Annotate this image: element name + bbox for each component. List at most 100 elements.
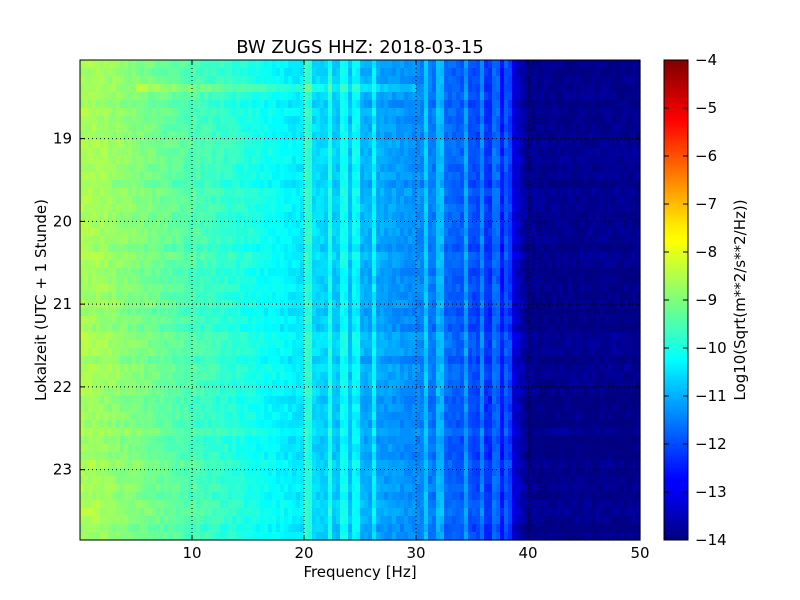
- heatmap-cell: [336, 300, 341, 309]
- heatmap-cell: [456, 156, 461, 165]
- heatmap-cell: [240, 68, 245, 77]
- heatmap-cell: [584, 132, 589, 141]
- heatmap-cell: [384, 116, 389, 125]
- heatmap-cell: [460, 204, 465, 213]
- heatmap-cell: [532, 116, 537, 125]
- heatmap-cell: [452, 108, 457, 117]
- heatmap-cell: [112, 116, 117, 125]
- heatmap-cell: [496, 244, 501, 253]
- heatmap-cell: [224, 324, 229, 333]
- heatmap-cell: [276, 140, 281, 149]
- heatmap-cell: [112, 68, 117, 77]
- heatmap-cell: [328, 284, 333, 293]
- heatmap-cell: [264, 324, 269, 333]
- heatmap-cell: [632, 84, 637, 93]
- heatmap-cell: [112, 300, 117, 309]
- heatmap-cell: [240, 276, 245, 285]
- heatmap-cell: [568, 148, 573, 157]
- heatmap-cell: [100, 180, 105, 189]
- heatmap-cell: [256, 252, 261, 261]
- heatmap-cell: [480, 132, 485, 141]
- heatmap-cell: [548, 92, 553, 101]
- heatmap-cell: [508, 196, 513, 205]
- heatmap-cell: [152, 68, 157, 77]
- heatmap-cell: [244, 252, 249, 261]
- heatmap-cell: [288, 132, 293, 141]
- heatmap-cell: [252, 60, 257, 69]
- heatmap-cell: [108, 76, 113, 85]
- heatmap-cell: [364, 116, 369, 125]
- heatmap-cell: [512, 92, 517, 101]
- heatmap-cell: [428, 84, 433, 93]
- heatmap-cell: [624, 180, 629, 189]
- heatmap-cell: [284, 244, 289, 253]
- heatmap-cell: [588, 212, 593, 221]
- heatmap-cell: [328, 92, 333, 101]
- heatmap-cell: [572, 180, 577, 189]
- heatmap-cell: [348, 284, 353, 293]
- heatmap-cell: [572, 76, 577, 85]
- heatmap-cell: [588, 156, 593, 165]
- heatmap-cell: [248, 196, 253, 205]
- heatmap-cell: [152, 132, 157, 141]
- heatmap-cell: [372, 212, 377, 221]
- heatmap-cell: [352, 148, 357, 157]
- heatmap-cell: [312, 332, 317, 341]
- heatmap-cell: [132, 276, 137, 285]
- heatmap-cell: [320, 76, 325, 85]
- heatmap-cell: [628, 252, 633, 261]
- heatmap-cell: [636, 140, 641, 149]
- heatmap-cell: [456, 92, 461, 101]
- heatmap-cell: [280, 116, 285, 125]
- heatmap-cell: [176, 76, 181, 85]
- heatmap-cell: [400, 60, 405, 69]
- heatmap-cell: [300, 148, 305, 157]
- heatmap-cell: [456, 180, 461, 189]
- heatmap-cell: [236, 132, 241, 141]
- heatmap-cell: [420, 308, 425, 317]
- heatmap-cell: [356, 92, 361, 101]
- heatmap-cell: [380, 100, 385, 109]
- heatmap-cell: [80, 284, 85, 293]
- heatmap-cell: [460, 220, 465, 229]
- heatmap-cell: [356, 292, 361, 301]
- heatmap-cell: [548, 252, 553, 261]
- heatmap-cell: [184, 148, 189, 157]
- heatmap-cell: [504, 220, 509, 229]
- heatmap-cell: [632, 172, 637, 181]
- heatmap-cell: [544, 300, 549, 309]
- heatmap-cell: [260, 244, 265, 253]
- heatmap-cell: [620, 164, 625, 173]
- heatmap-cell: [584, 124, 589, 133]
- heatmap-cell: [548, 212, 553, 221]
- heatmap-cell: [200, 148, 205, 157]
- heatmap-cell: [356, 212, 361, 221]
- heatmap-cell: [404, 324, 409, 333]
- heatmap-cell: [264, 268, 269, 277]
- heatmap-cell: [616, 212, 621, 221]
- heatmap-cell: [420, 228, 425, 237]
- heatmap-cell: [132, 260, 137, 269]
- heatmap-cell: [404, 100, 409, 109]
- heatmap-cell: [352, 340, 357, 349]
- heatmap-cell: [388, 300, 393, 309]
- heatmap-cell: [152, 220, 157, 229]
- heatmap-cell: [120, 316, 125, 325]
- heatmap-cell: [148, 260, 153, 269]
- heatmap-cell: [580, 60, 585, 69]
- heatmap-cell: [400, 292, 405, 301]
- heatmap-cell: [108, 100, 113, 109]
- heatmap-cell: [544, 220, 549, 229]
- heatmap-cell: [188, 204, 193, 213]
- heatmap-cell: [140, 308, 145, 317]
- heatmap-cell: [392, 204, 397, 213]
- heatmap-cell: [284, 172, 289, 181]
- heatmap-cell: [472, 180, 477, 189]
- heatmap-cell: [132, 204, 137, 213]
- heatmap-cell: [508, 308, 513, 317]
- heatmap-cell: [572, 148, 577, 157]
- heatmap-cell: [404, 308, 409, 317]
- heatmap-cell: [136, 220, 141, 229]
- heatmap-cell: [148, 292, 153, 301]
- heatmap-cell: [436, 340, 441, 349]
